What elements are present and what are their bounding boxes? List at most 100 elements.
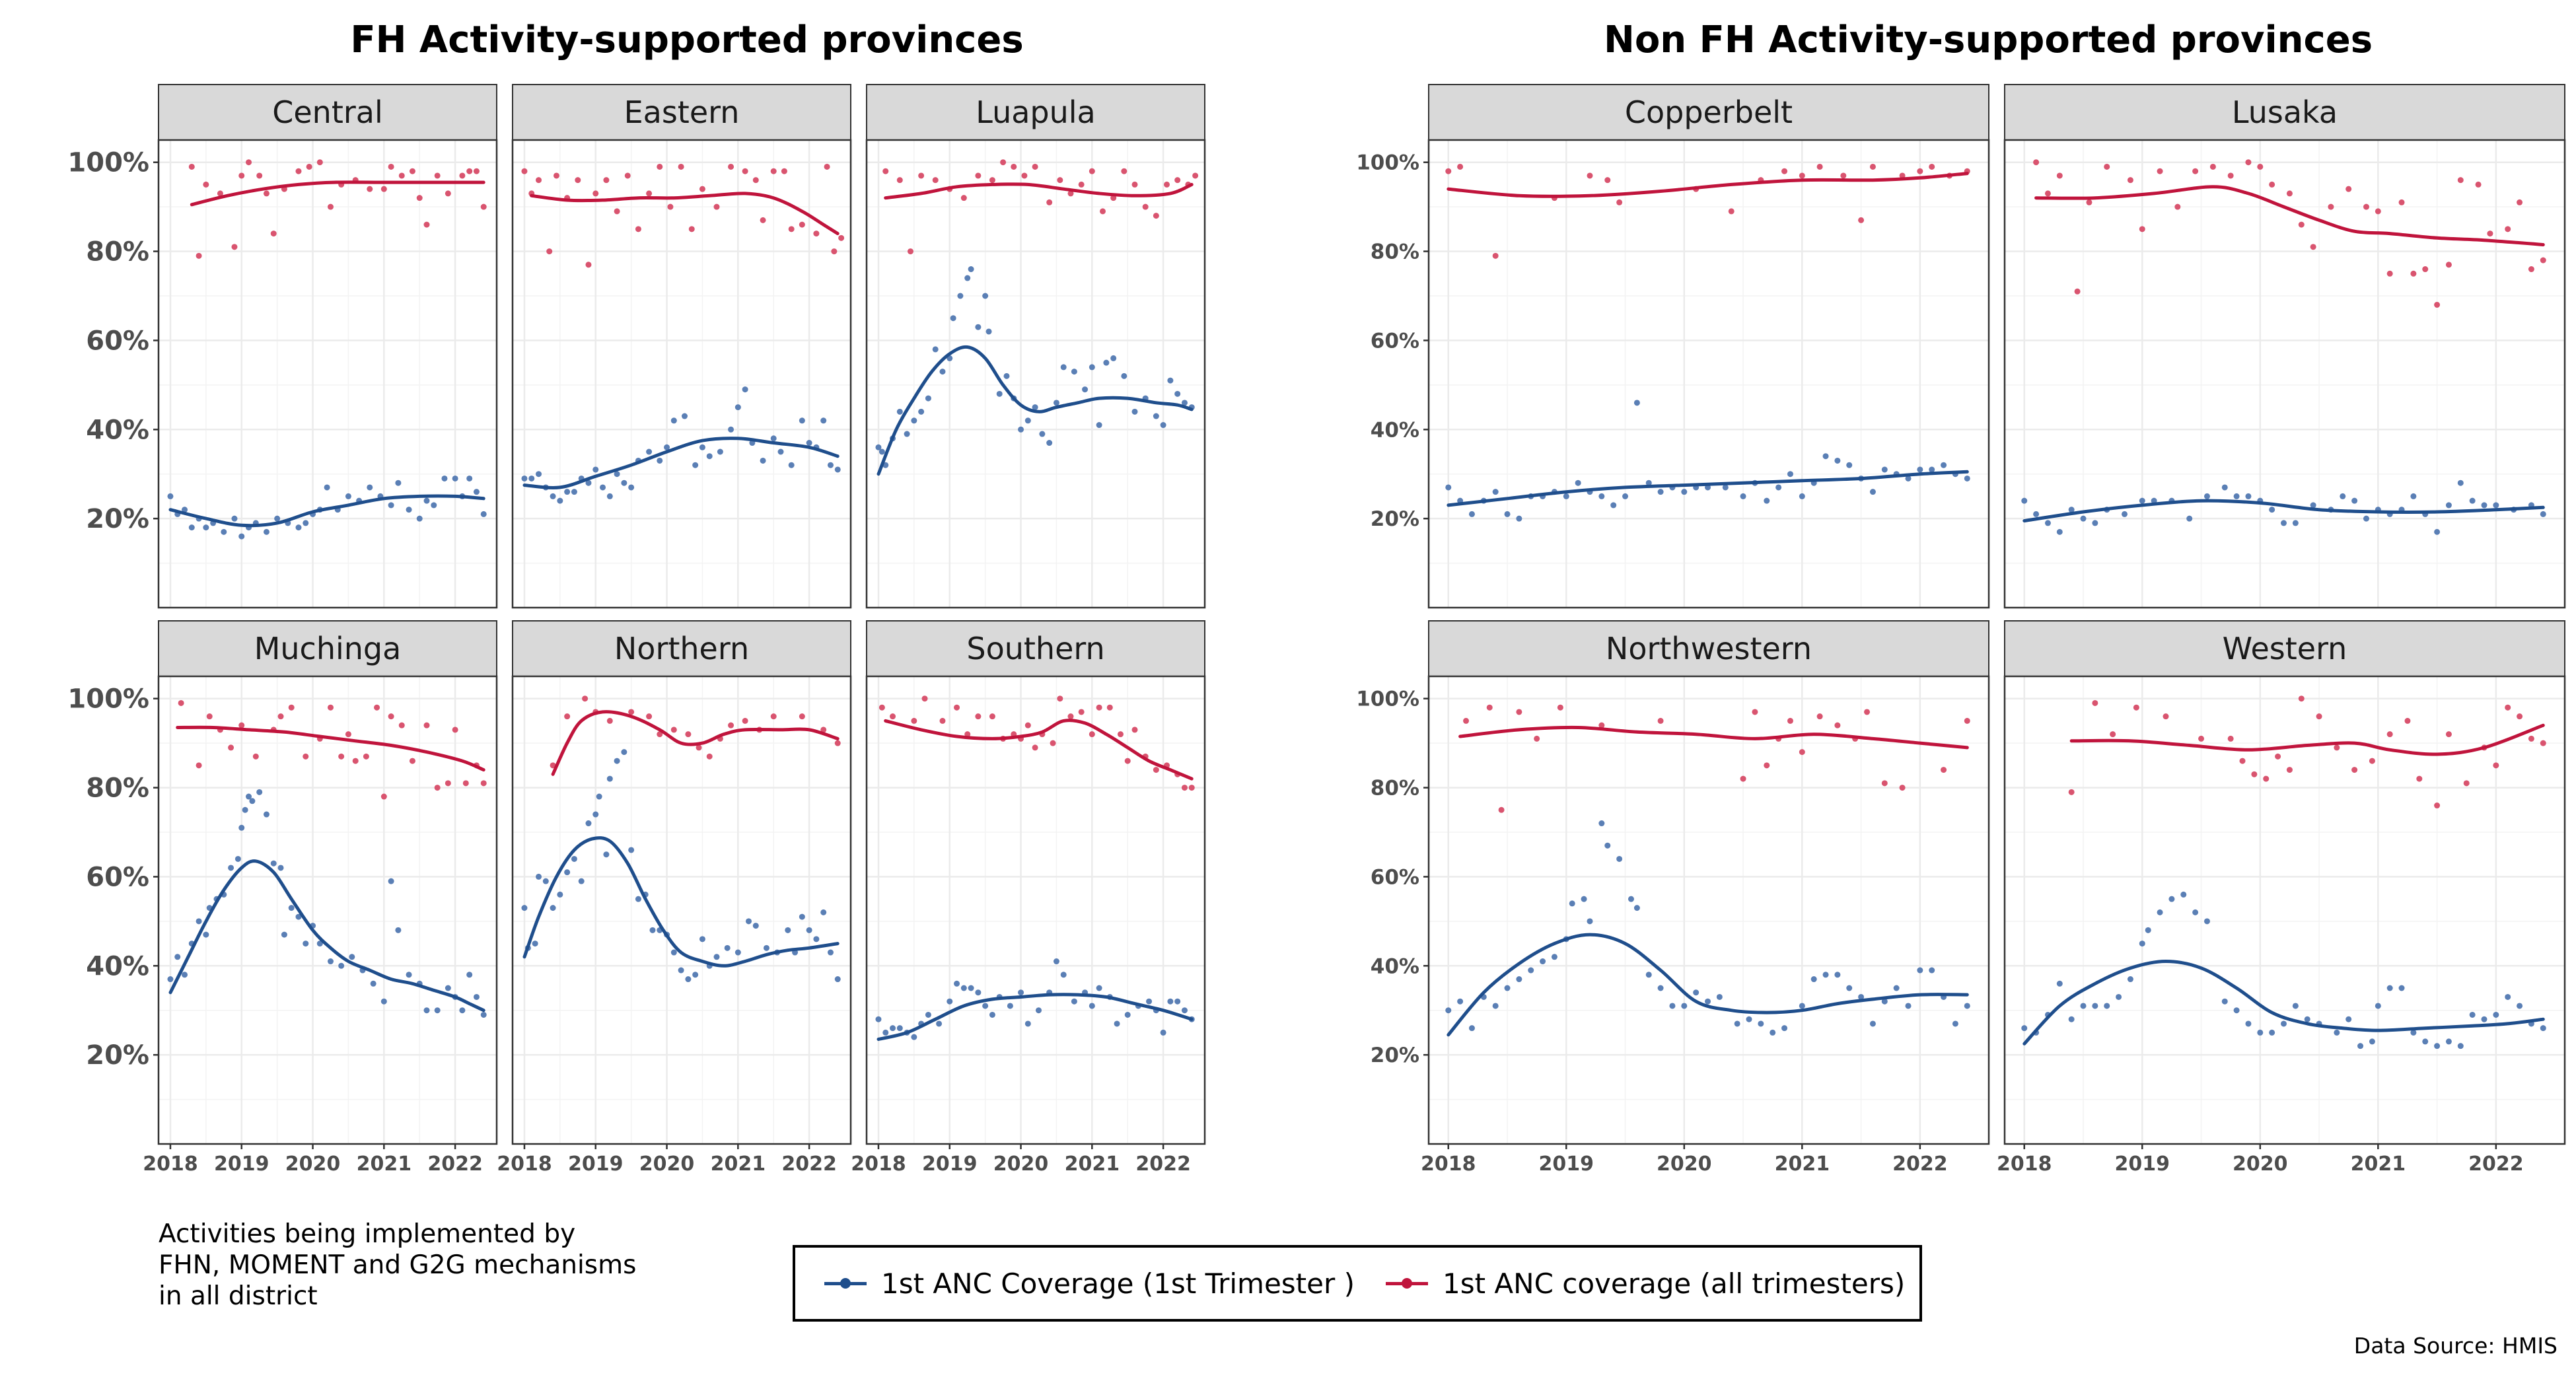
data-point-all-trimesters xyxy=(1067,190,1074,197)
data-point-first-trimester xyxy=(528,475,535,481)
data-point-first-trimester xyxy=(2434,1043,2441,1049)
data-point-first-trimester xyxy=(1770,1029,1776,1036)
data-point-all-trimesters xyxy=(1781,168,1788,174)
data-point-first-trimester xyxy=(1039,431,1046,437)
data-point-first-trimester xyxy=(188,524,195,531)
data-point-first-trimester xyxy=(1575,480,1581,486)
data-point-first-trimester xyxy=(238,824,245,831)
data-point-all-trimesters xyxy=(788,226,795,232)
data-point-all-trimesters xyxy=(252,753,259,760)
data-point-first-trimester xyxy=(1089,1003,1095,1009)
data-point-all-trimesters xyxy=(657,731,663,738)
data-point-first-trimester xyxy=(1124,1011,1131,1018)
panel-strip xyxy=(1428,620,1989,677)
data-point-all-trimesters xyxy=(799,713,805,720)
data-point-all-trimesters xyxy=(1740,775,1746,782)
data-point-first-trimester xyxy=(785,927,791,933)
data-point-all-trimesters xyxy=(1164,181,1170,188)
data-point-first-trimester xyxy=(975,989,982,996)
data-point-all-trimesters xyxy=(685,731,692,738)
note-line: FHN, MOMENT and G2G mechanisms xyxy=(159,1250,637,1280)
data-point-all-trimesters xyxy=(628,709,635,715)
data-point-first-trimester xyxy=(2540,511,2546,517)
data-point-all-trimesters xyxy=(706,753,713,760)
x-tick-label: 2019 xyxy=(2115,1153,2170,1176)
data-point-first-trimester xyxy=(2044,520,2051,526)
data-point-all-trimesters xyxy=(352,758,359,764)
data-point-all-trimesters xyxy=(989,177,995,184)
data-point-all-trimesters xyxy=(398,722,405,729)
data-point-first-trimester xyxy=(834,466,841,473)
y-tick-label: 20% xyxy=(86,504,149,534)
data-point-all-trimesters xyxy=(1587,172,1593,179)
data-point-all-trimesters xyxy=(327,203,334,210)
panel-border xyxy=(511,139,852,609)
data-point-first-trimester xyxy=(295,913,302,920)
data-point-all-trimesters xyxy=(2263,775,2270,782)
panel-strip xyxy=(866,620,1205,677)
data-point-all-trimesters xyxy=(2298,695,2305,702)
data-point-first-trimester xyxy=(2116,993,2122,1000)
data-point-first-trimester xyxy=(1071,998,1077,1005)
data-point-first-trimester xyxy=(670,417,677,424)
data-point-all-trimesters xyxy=(1498,806,1505,813)
data-point-first-trimester xyxy=(2292,1003,2299,1009)
data-point-first-trimester xyxy=(2080,515,2087,522)
data-point-first-trimester xyxy=(806,927,812,933)
data-point-first-trimester xyxy=(1846,462,1853,468)
data-point-all-trimesters xyxy=(954,704,960,711)
data-point-first-trimester xyxy=(234,855,241,862)
data-point-first-trimester xyxy=(996,390,1003,397)
data-point-all-trimesters xyxy=(306,163,312,170)
data-point-all-trimesters xyxy=(960,195,967,201)
data-point-all-trimesters xyxy=(231,244,238,250)
data-point-first-trimester xyxy=(395,480,402,486)
data-point-first-trimester xyxy=(2068,1016,2075,1022)
y-tick-label: 20% xyxy=(1371,507,1419,531)
data-point-all-trimesters xyxy=(303,753,309,760)
panel-northwestern: Northwestern 20% 40% 60% 80% 100% 2018 2019 2020… xyxy=(1356,620,1990,1176)
data-point-first-trimester xyxy=(1822,972,1829,978)
data-point-all-trimesters xyxy=(2398,199,2405,205)
data-point-first-trimester xyxy=(182,507,188,513)
trend-line-all-trimesters xyxy=(1447,172,1969,198)
data-point-all-trimesters xyxy=(582,695,589,702)
data-point-first-trimester xyxy=(2505,993,2511,1000)
data-point-all-trimesters xyxy=(2540,740,2546,746)
data-point-first-trimester xyxy=(480,511,487,517)
data-point-all-trimesters xyxy=(409,758,415,764)
data-point-all-trimesters xyxy=(445,780,451,787)
data-point-first-trimester xyxy=(1060,972,1067,978)
data-point-first-trimester xyxy=(957,293,964,299)
data-point-first-trimester xyxy=(1657,985,1664,991)
data-point-first-trimester xyxy=(1492,489,1499,495)
data-point-all-trimesters xyxy=(838,234,845,241)
data-point-first-trimester xyxy=(799,913,805,920)
data-point-all-trimesters xyxy=(2351,767,2358,773)
data-point-first-trimester xyxy=(536,471,542,478)
data-point-all-trimesters xyxy=(799,221,805,228)
data-point-first-trimester xyxy=(968,266,974,273)
data-point-all-trimesters xyxy=(2044,190,2051,197)
data-point-first-trimester xyxy=(1181,400,1188,406)
data-point-all-trimesters xyxy=(2110,731,2116,738)
panel-western: Western 2018 2019 2020 2021 2022 xyxy=(1997,620,2566,1176)
y-tick-label: 20% xyxy=(86,1040,149,1071)
data-point-first-trimester xyxy=(1445,1007,1452,1014)
x-tick-label: 2022 xyxy=(1892,1153,1948,1176)
data-point-first-trimester xyxy=(542,878,549,884)
data-point-all-trimesters xyxy=(1816,163,1823,170)
data-point-all-trimesters xyxy=(1024,722,1031,729)
data-point-first-trimester xyxy=(2056,528,2063,535)
data-point-all-trimesters xyxy=(1021,172,1028,179)
trend-line-all-trimesters xyxy=(551,710,840,776)
data-point-first-trimester xyxy=(2245,1020,2252,1027)
data-point-all-trimesters xyxy=(1616,199,1623,205)
data-point-all-trimesters xyxy=(363,753,369,760)
data-point-first-trimester xyxy=(288,905,295,911)
data-point-all-trimesters xyxy=(270,231,277,237)
data-point-first-trimester xyxy=(1089,364,1095,371)
data-point-first-trimester xyxy=(2186,515,2193,522)
data-point-first-trimester xyxy=(1167,377,1174,384)
data-point-first-trimester xyxy=(592,811,599,818)
